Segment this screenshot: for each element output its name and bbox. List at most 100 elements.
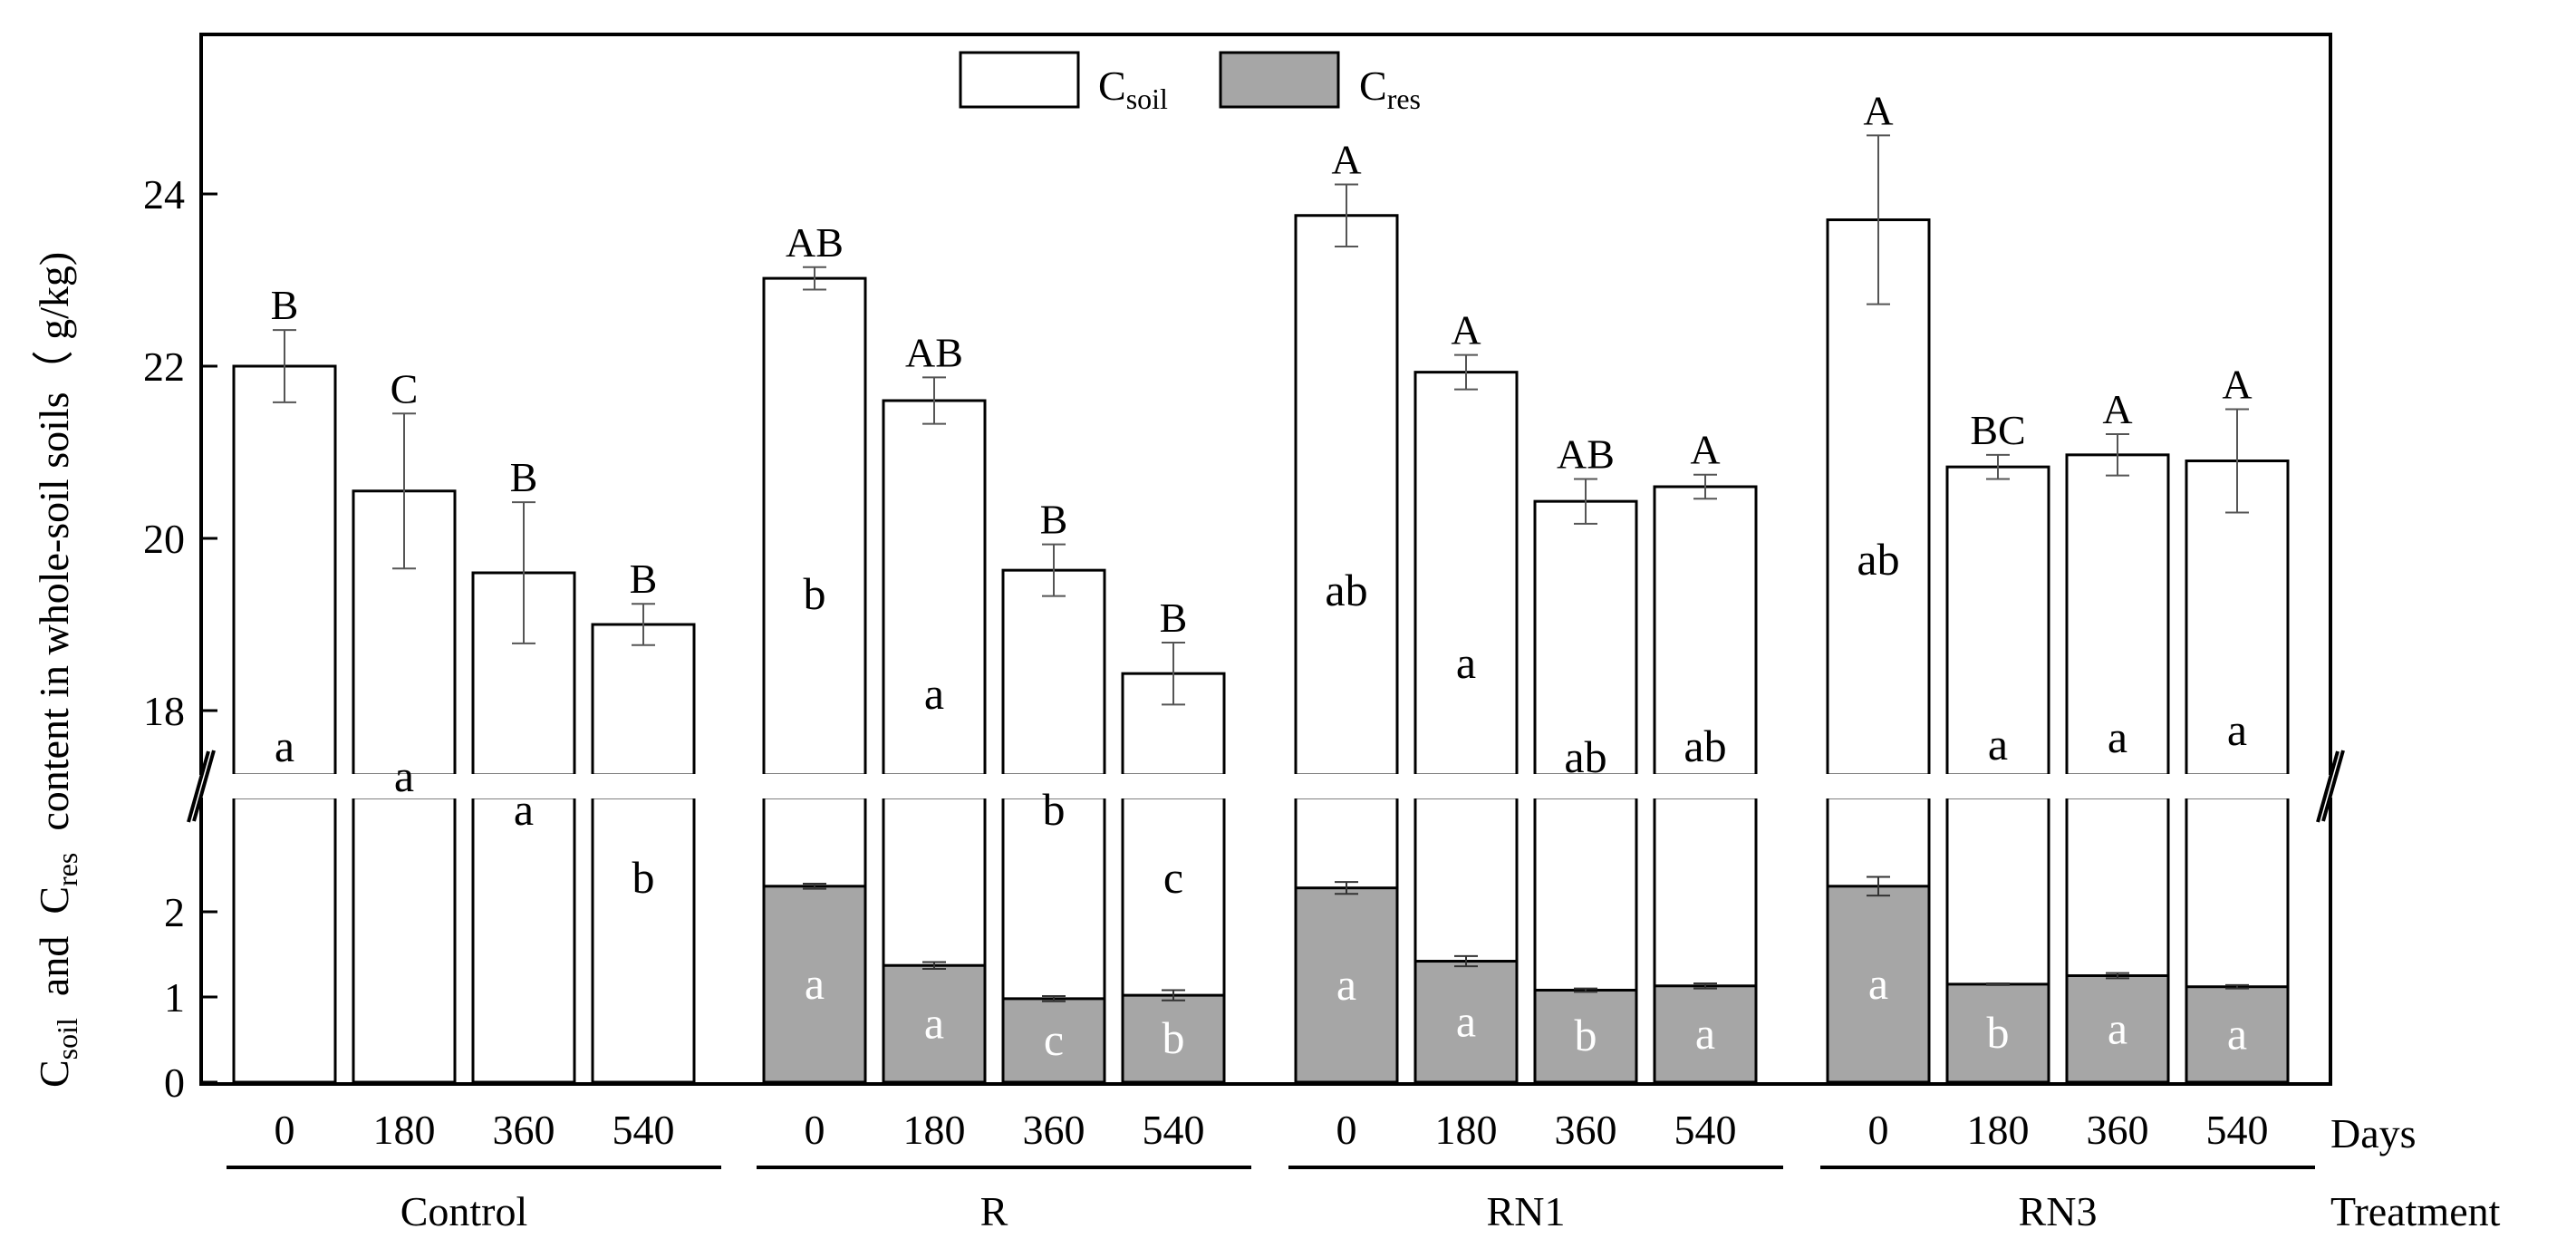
letter-upper-R-180: AB [905,329,963,375]
y-tick-label-upper-22: 22 [143,344,185,390]
letter-lower-RN1-180: a [1456,637,1476,688]
y-tick-label-upper-18: 18 [143,688,185,734]
bar-cres-RN1-540 [1653,984,1758,1084]
legend-cres-main: C [1359,63,1387,109]
bar-break-mask-RN3-0 [1824,774,1933,798]
bar-break-mask-R-360 [999,774,1108,798]
letter-upper-RN1-360: AB [1557,431,1615,477]
letter-lower-RN1-0: ab [1325,565,1367,615]
bar-csoil-upper-Control-540 [591,623,696,777]
bar-break-mask-RN3-540 [2183,774,2291,798]
letter-upper-Control-0: B [271,282,299,328]
letter-lower-RN1-360: ab [1564,731,1606,782]
letter-upper-RN3-0: A [1863,87,1893,133]
legend-csoil-main: C [1098,63,1126,109]
bar-cres-RN3-180 [1945,982,2050,1084]
letter-lower-Control-360: a [514,784,534,835]
day-label-Control-360: 360 [493,1107,555,1153]
bar-csoil-lower-Control-180 [352,796,457,1084]
letter-upper-RN3-540: A [2222,362,2252,408]
bar-csoil-lower-Control-540 [591,796,696,1084]
days-axis-label: Days [2330,1110,2417,1156]
letter-cres-R-540: b [1163,1012,1185,1063]
bar-csoil-upper-R-0 [762,276,867,777]
letter-upper-RN1-540: A [1690,427,1720,473]
treatment-label-R: R [980,1188,1008,1234]
bar-csoil-lower-Control-0 [232,796,337,1084]
day-label-RN1-0: 0 [1336,1107,1357,1153]
letter-upper-RN3-360: A [2102,386,2132,432]
day-label-RN1-540: 540 [1674,1107,1737,1153]
bar-cres-R-360 [1001,997,1106,1084]
letter-cres-RN3-540: a [2227,1008,2247,1059]
bar-cres-RN3-0 [1826,885,1931,1084]
treatment-label-Control: Control [400,1188,528,1234]
letter-cres-RN1-540: a [1695,1008,1715,1059]
letter-cres-RN3-0: a [1868,958,1888,1009]
letter-cres-RN1-180: a [1456,995,1476,1046]
bar-break-mask-Control-0 [230,774,339,798]
plot-area: 01218202224Ba0Ca180Ba360Bb540ControlABba… [143,87,2345,1234]
plot-frame [199,33,2332,1086]
letter-lower-R-0: b [804,568,826,619]
bar-csoil-upper-R-360 [1001,568,1106,777]
bar-break-mask-RN1-0 [1292,774,1401,798]
bar-csoil-upper-RN3-180 [1945,465,2050,777]
letter-upper-RN3-180: BC [1970,407,2025,453]
letter-upper-R-540: B [1160,595,1188,641]
letter-cres-R-360: c [1044,1014,1064,1065]
y-tick-label-lower-2: 2 [164,889,185,935]
axis-break-mark-left-1 [187,750,210,823]
bar-cres-R-180 [882,963,987,1084]
letter-lower-R-180: a [924,668,944,719]
y-axis-title: CsoilandCrescontent in whole-soil soils（… [31,252,83,1088]
letter-upper-Control-180: C [391,365,419,411]
day-label-R-180: 180 [903,1107,966,1153]
bar-csoil-upper-RN3-0 [1826,218,1931,777]
bar-break-mask-RN3-360 [2063,774,2172,798]
letter-lower-RN3-540: a [2227,704,2247,755]
legend-swatch-cres [1219,51,1340,109]
bar-csoil-upper-RN3-360 [2065,453,2170,777]
bar-break-mask-Control-540 [589,774,698,798]
letter-lower-Control-180: a [394,750,414,801]
legend-cres-sub: res [1387,82,1421,115]
letter-upper-Control-540: B [630,556,658,602]
letter-cres-RN1-0: a [1336,959,1356,1010]
letter-lower-RN3-360: a [2108,711,2127,762]
day-label-R-540: 540 [1143,1107,1205,1153]
letter-lower-RN3-0: ab [1857,534,1899,585]
letter-cres-RN3-360: a [2108,1002,2127,1053]
day-label-RN1-180: 180 [1435,1107,1498,1153]
day-label-Control-540: 540 [613,1107,675,1153]
bar-break-mask-RN1-540 [1651,774,1760,798]
letter-cres-RN3-180: b [1987,1007,2010,1058]
treatment-label-RN1: RN1 [1487,1188,1566,1234]
letter-cres-RN1-360: b [1575,1010,1597,1060]
legend: Csoil Cres [959,51,1421,115]
bar-break-mask-R-180 [880,774,989,798]
bar-csoil-upper-Control-0 [232,364,337,777]
day-label-Control-180: 180 [373,1107,436,1153]
bar-break-mask-Control-360 [469,774,578,798]
day-label-RN3-540: 540 [2206,1107,2269,1153]
bar-cres-RN3-540 [2185,985,2290,1084]
day-label-RN1-360: 360 [1555,1107,1617,1153]
bar-csoil-upper-R-180 [882,399,987,777]
legend-label-cres: Cres [1359,63,1421,115]
letter-cres-R-180: a [924,998,944,1049]
bar-cres-RN3-360 [2065,974,2170,1084]
y-tick-label-upper-24: 24 [143,171,185,218]
bar-break-mask-R-540 [1119,774,1228,798]
bar-csoil-upper-RN1-180 [1413,371,1519,777]
day-label-RN3-360: 360 [2087,1107,2149,1153]
letter-upper-R-360: B [1040,497,1068,543]
y-tick-label-lower-1: 1 [164,974,185,1021]
treatment-axis-label: Treatment [2330,1188,2501,1234]
bar-break-mask-RN1-180 [1412,774,1520,798]
day-label-R-0: 0 [805,1107,825,1153]
letter-cres-R-0: a [805,958,825,1009]
axis-break-mark-right-1 [2316,750,2340,823]
bar-cres-R-0 [762,885,867,1084]
